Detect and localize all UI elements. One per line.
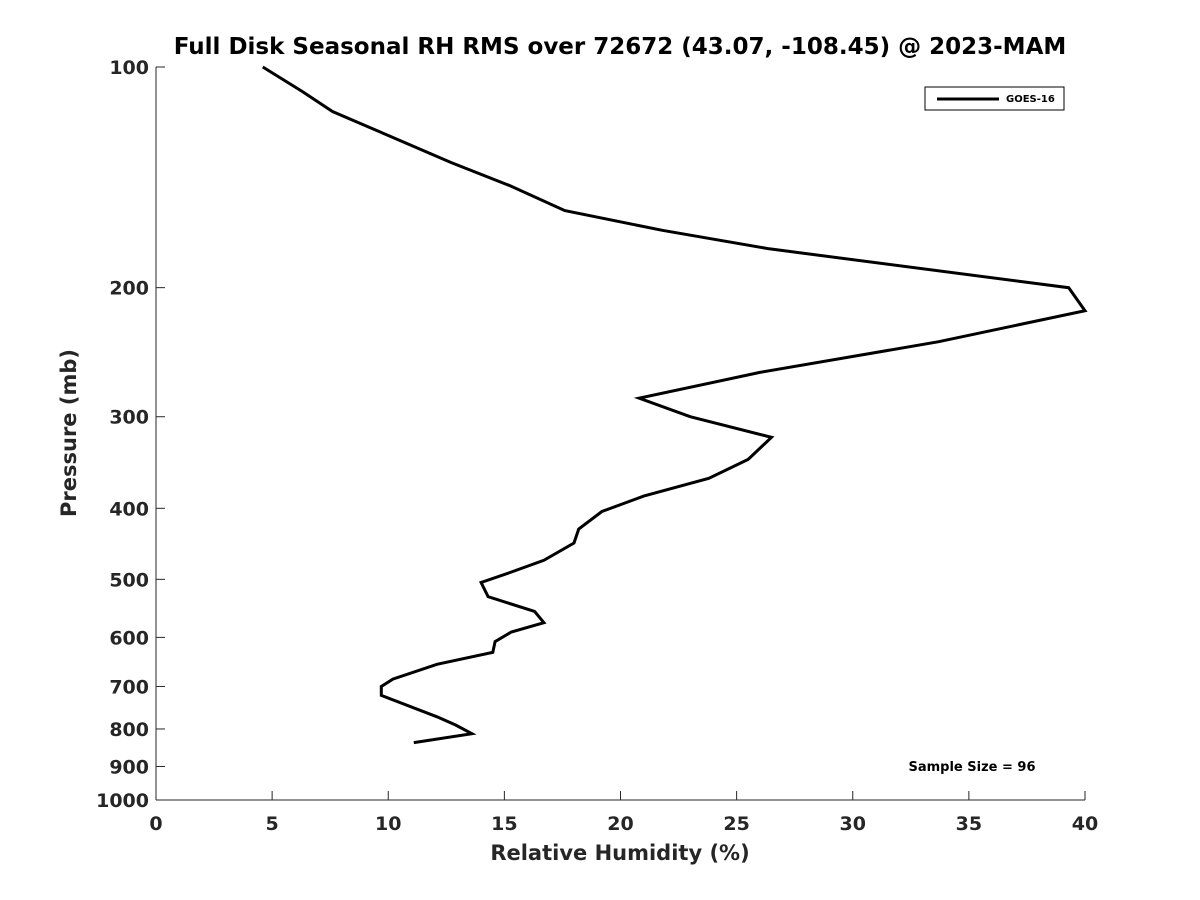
y-tick-label: 300 xyxy=(109,407,149,429)
series-line-goes-16 xyxy=(262,65,1088,745)
x-axis-ticks: 0 5 10 15 20 25 30 35 40 xyxy=(149,791,1098,835)
y-axis-label: Pressure (mb) xyxy=(57,349,81,517)
x-axis-label: Relative Humidity (%) xyxy=(490,841,749,865)
x-tick-label: 30 xyxy=(840,813,866,835)
x-tick-label: 40 xyxy=(1072,813,1098,835)
x-tick-label: 0 xyxy=(149,813,162,835)
series-group xyxy=(262,65,1088,745)
y-tick-label: 700 xyxy=(109,676,149,698)
x-tick-label: 10 xyxy=(375,813,401,835)
y-tick-label: 200 xyxy=(109,278,149,300)
y-tick-label: 800 xyxy=(109,719,149,741)
y-tick-label: 1000 xyxy=(96,790,149,812)
chart-title: Full Disk Seasonal RH RMS over 72672 (43… xyxy=(174,34,1067,60)
y-tick-label: 500 xyxy=(109,569,149,591)
x-tick-label: 25 xyxy=(723,813,749,835)
legend-label-goes-16: GOES-16 xyxy=(1006,94,1055,105)
y-tick-label: 900 xyxy=(109,756,149,778)
x-tick-label: 5 xyxy=(266,813,279,835)
legend: GOES-16 xyxy=(924,86,1065,111)
x-tick-label: 35 xyxy=(956,813,982,835)
y-tick-label: 100 xyxy=(109,57,149,79)
x-tick-label: 15 xyxy=(491,813,517,835)
y-tick-label: 600 xyxy=(109,627,149,649)
x-tick-label: 20 xyxy=(607,813,633,835)
y-tick-label: 400 xyxy=(109,498,149,520)
y-axis-ticks: 100 200 300 400 500 600 700 800 900 1000 xyxy=(96,57,165,812)
sample-size-annotation: Sample Size = 96 xyxy=(908,760,1035,775)
